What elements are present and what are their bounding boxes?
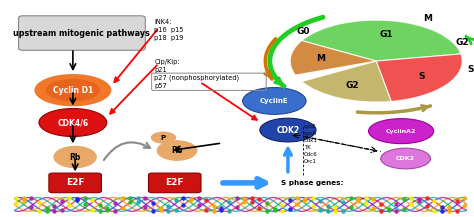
Ellipse shape: [368, 119, 434, 144]
FancyBboxPatch shape: [18, 16, 146, 50]
Text: INK4:
p16  p15
p18  p19: INK4: p16 p15 p18 p19: [155, 19, 184, 41]
Ellipse shape: [260, 118, 316, 142]
Text: M: M: [316, 54, 325, 63]
Text: G0: G0: [296, 27, 310, 36]
Text: CyclinA2: CyclinA2: [386, 129, 416, 134]
Wedge shape: [290, 41, 376, 75]
Text: Rb: Rb: [70, 153, 81, 161]
Circle shape: [151, 132, 176, 144]
Wedge shape: [302, 20, 461, 61]
Ellipse shape: [35, 74, 111, 106]
Text: S: S: [467, 65, 474, 74]
Ellipse shape: [46, 79, 100, 102]
Text: CDK2: CDK2: [276, 126, 300, 135]
Text: G1: G1: [379, 30, 393, 39]
Text: CDK2: CDK2: [396, 156, 415, 161]
Ellipse shape: [156, 140, 197, 161]
Text: cycE
cycA
Cdk1
TK
Cdc6
Orc1: cycE cycA Cdk1 TK Cdc6 Orc1: [304, 124, 318, 164]
Text: E2F: E2F: [165, 178, 184, 187]
Wedge shape: [302, 61, 391, 102]
Text: S phase genes:: S phase genes:: [281, 180, 344, 186]
Ellipse shape: [381, 148, 430, 169]
Text: Cyclin D1: Cyclin D1: [53, 86, 93, 95]
Text: G2: G2: [346, 81, 359, 90]
Text: P: P: [161, 135, 166, 141]
Ellipse shape: [243, 88, 306, 114]
Text: E2F: E2F: [66, 178, 84, 187]
Text: CDK4/6: CDK4/6: [57, 118, 89, 127]
Text: G2: G2: [456, 38, 469, 47]
FancyBboxPatch shape: [49, 173, 101, 193]
Text: upstream mitogenic pathways: upstream mitogenic pathways: [13, 29, 150, 38]
Text: M: M: [423, 13, 432, 23]
Text: S: S: [419, 72, 425, 81]
Text: CyclinE: CyclinE: [260, 98, 289, 104]
Ellipse shape: [39, 108, 107, 136]
Text: Rb: Rb: [171, 146, 182, 155]
Ellipse shape: [54, 146, 97, 168]
Text: Cip/Kip:
p21
p27 (nonphosphorylated)
p57: Cip/Kip: p21 p27 (nonphosphorylated) p57: [155, 59, 239, 89]
Wedge shape: [376, 54, 462, 101]
FancyBboxPatch shape: [148, 173, 201, 193]
